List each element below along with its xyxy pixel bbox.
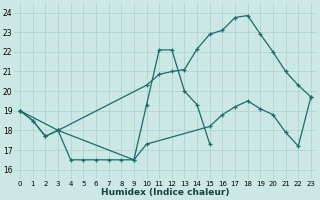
X-axis label: Humidex (Indice chaleur): Humidex (Indice chaleur) — [101, 188, 230, 197]
